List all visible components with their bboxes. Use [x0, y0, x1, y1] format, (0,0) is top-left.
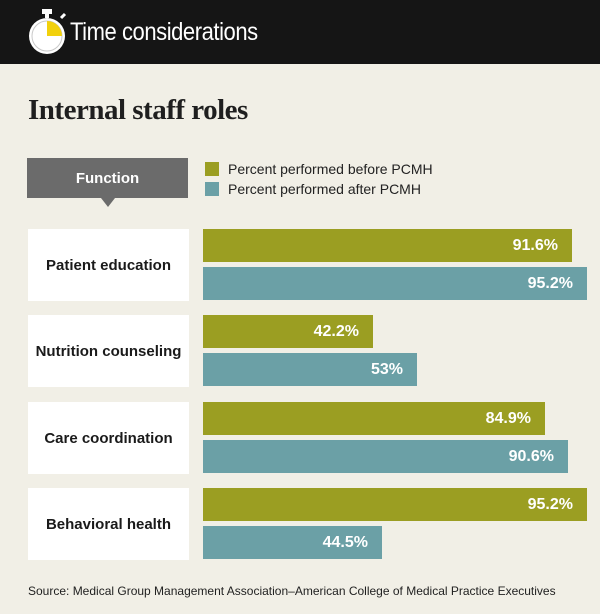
bar-label-before-care-coordination: 84.9% [485, 410, 531, 427]
category-box-care-coordination: Care coordination [28, 402, 189, 474]
bar-before-care-coordination [203, 402, 545, 435]
header-title: Time considerations [70, 18, 258, 46]
stopwatch-icon [29, 9, 67, 54]
header-bar: Time considerations [0, 0, 600, 64]
bar-before-patient-education [203, 229, 572, 262]
bar-label-before-patient-education: 91.6% [512, 237, 558, 254]
category-box-behavioral-health: Behavioral health [28, 488, 189, 560]
category-box-nutrition-counseling: Nutrition counseling [28, 315, 189, 387]
category-box-patient-education: Patient education [28, 229, 189, 301]
bar-after-nutrition-counseling [203, 353, 417, 386]
legend-label-after: Percent performed after PCMH [228, 181, 421, 197]
legend-swatch-after [205, 182, 219, 196]
bar-after-behavioral-health [203, 526, 382, 559]
bar-after-care-coordination [203, 440, 568, 473]
source-note: Source: Medical Group Management Associa… [28, 584, 556, 598]
bar-after-patient-education [203, 267, 587, 300]
legend-swatch-before [205, 162, 219, 176]
legend-item-after: Percent performed after PCMH [205, 181, 421, 197]
legend-item-before: Percent performed before PCMH [205, 161, 433, 177]
bar-label-before-nutrition-counseling: 42.2% [313, 323, 359, 340]
legend-label-before: Percent performed before PCMH [228, 161, 433, 177]
bar-label-before-behavioral-health: 95.2% [527, 496, 573, 513]
bar-label-after-nutrition-counseling: 53% [370, 361, 403, 378]
bar-before-behavioral-health [203, 488, 587, 521]
function-header: Function [27, 158, 188, 198]
function-header-pointer [101, 198, 115, 207]
bar-label-after-behavioral-health: 44.5% [322, 534, 368, 551]
bar-label-after-care-coordination: 90.6% [508, 448, 554, 465]
chart-title: Internal staff roles [28, 94, 248, 126]
bar-label-after-patient-education: 95.2% [527, 275, 573, 292]
bar-before-nutrition-counseling [203, 315, 373, 348]
